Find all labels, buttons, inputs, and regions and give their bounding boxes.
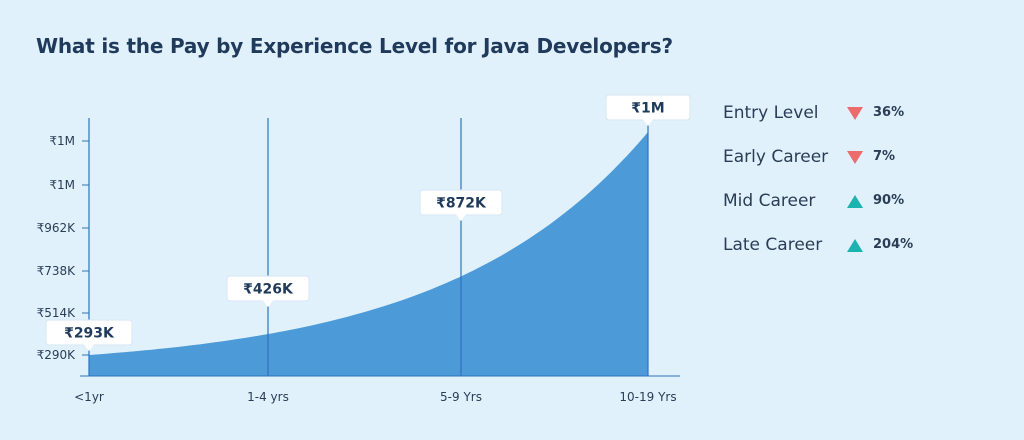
legend-percent: 36%	[873, 105, 905, 120]
y-tick-label: ₹962K	[37, 221, 77, 235]
value-label: ₹1M	[631, 101, 664, 117]
value-label: ₹293K	[64, 326, 115, 342]
legend-row-mid: Mid Career 90%	[723, 188, 983, 232]
legend-percent: 7%	[873, 149, 896, 164]
legend-label: Mid Career	[723, 191, 816, 211]
value-label: ₹872K	[436, 196, 487, 212]
arrow-down-icon	[847, 107, 863, 120]
value-callout-pointer	[263, 300, 273, 307]
x-tick-label: <1yr	[74, 390, 104, 404]
legend-label: Entry Level	[723, 103, 819, 123]
legend-percent: 204%	[873, 237, 914, 252]
arrow-down-icon	[847, 151, 863, 164]
value-callout-pointer	[456, 214, 466, 221]
arrow-up-icon	[847, 239, 863, 252]
y-tick-label: ₹514K	[37, 306, 77, 320]
y-tick-label: ₹290K	[37, 348, 77, 362]
salary-area	[89, 132, 648, 376]
legend-label: Early Career	[723, 147, 829, 167]
x-tick-label: 10-19 Yrs	[619, 390, 676, 404]
value-label: ₹426K	[243, 282, 294, 298]
legend-row-early: Early Career 7%	[723, 144, 983, 188]
y-tick-label: ₹1M	[49, 178, 75, 192]
x-tick-label: 5-9 Yrs	[440, 390, 482, 404]
legend-row-entry: Entry Level 36%	[723, 100, 983, 144]
value-callout-pointer	[643, 119, 653, 126]
career-legend: Entry Level 36% Early Career 7% Mid Care…	[723, 100, 983, 276]
y-tick-label: ₹738K	[37, 264, 77, 278]
chart-title: What is the Pay by Experience Level for …	[36, 34, 673, 58]
y-tick-label: ₹1M	[49, 134, 75, 148]
legend-row-late: Late Career 204%	[723, 232, 983, 276]
arrow-up-icon	[847, 195, 863, 208]
legend-percent: 90%	[873, 193, 905, 208]
x-tick-label: 1-4 yrs	[247, 390, 289, 404]
value-callout-pointer	[84, 344, 94, 351]
legend-label: Late Career	[723, 235, 823, 255]
